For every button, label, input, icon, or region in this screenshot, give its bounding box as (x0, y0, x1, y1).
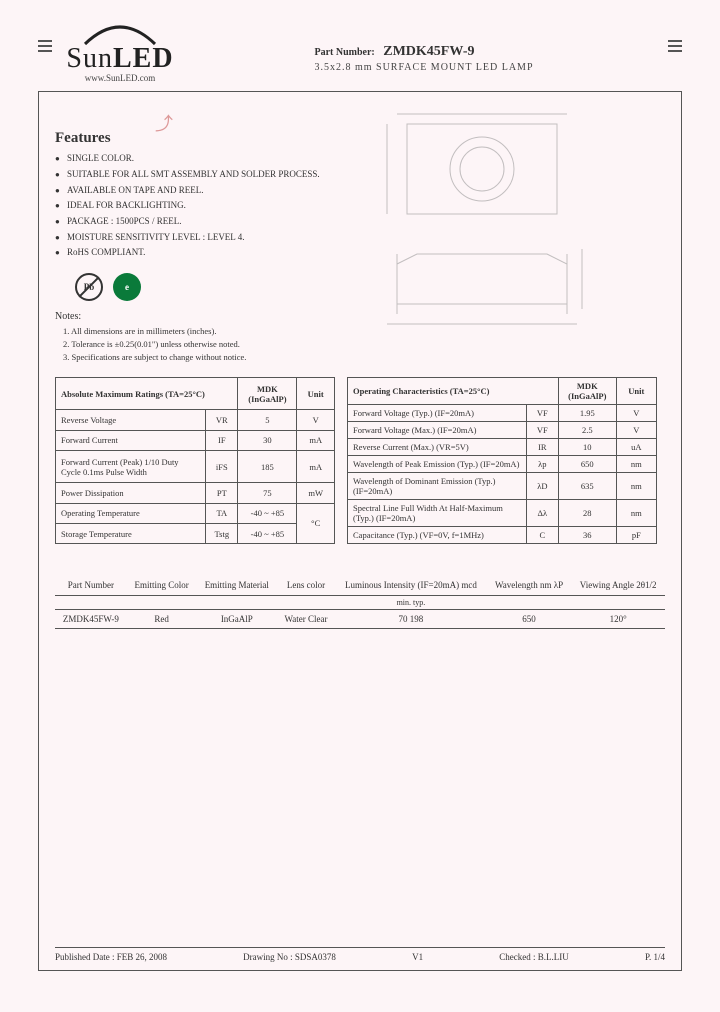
dimension-diagram (347, 104, 607, 364)
table-row: Reverse VoltageVR5V (56, 410, 335, 430)
data-cell: 650 (487, 609, 572, 628)
note-item: 2. Tolerance is ±0.25(0.01") unless othe… (63, 338, 335, 351)
op-col2: MDK (InGaAlP) (558, 378, 616, 405)
footer: Published Date : FEB 26, 2008 Drawing No… (55, 947, 665, 962)
page-header: SunLED www.SunLED.com Part Number: ZMDK4… (38, 22, 682, 83)
sub-header (127, 595, 197, 609)
pub-date: Published Date : FEB 26, 2008 (55, 952, 167, 962)
col-header: Wavelength nm λP (487, 576, 572, 595)
sub-header: min. typ. (335, 595, 487, 609)
part-number: ZMDK45FW-9 (383, 44, 474, 59)
cert-icons: Pb e (75, 273, 335, 301)
features-title: Features (55, 130, 335, 147)
notes-list: 1. All dimensions are in millimeters (in… (55, 325, 335, 363)
version: V1 (412, 952, 423, 962)
col-header: Viewing Angle 2θ1/2 (571, 576, 665, 595)
note-item: 3. Specifications are subject to change … (63, 351, 335, 364)
feature-item: PACKAGE : 1500PCS / REEL. (55, 216, 335, 228)
menu-icon[interactable] (38, 40, 52, 52)
header-left: SunLED www.SunLED.com (38, 22, 180, 83)
subtitle: 3.5x2.8 mm SURFACE MOUNT LED LAMP (314, 62, 533, 73)
sub-header (55, 595, 127, 609)
feature-item: SUITABLE FOR ALL SMT ASSEMBLY AND SOLDER… (55, 169, 335, 181)
table-row: Reverse Current (Max.) (VR=5V)IR10uA (348, 439, 657, 456)
checked-by: Checked : B.L.LIU (499, 952, 568, 962)
top-section: ⤴ Features SINGLE COLOR. SUITABLE FOR ALL… (55, 104, 665, 367)
op-title: Operating Characteristics (TA=25°C) (348, 378, 559, 405)
data-cell: InGaAlP (197, 609, 277, 628)
sub-header (487, 595, 572, 609)
col-header: Luminous Intensity (IF=20mA) mcd (335, 576, 487, 595)
pdf-icon: ⤴ (155, 114, 173, 134)
op-char-table: Operating Characteristics (TA=25°C) MDK … (347, 377, 657, 544)
logo-url: www.SunLED.com (60, 73, 180, 83)
sub-header (277, 595, 335, 609)
spec-tables: Absolute Maximum Ratings (TA=25°C) MDK (… (55, 377, 665, 544)
feature-item: SINGLE COLOR. (55, 153, 335, 165)
table-row: Power DissipationPT75mW (56, 483, 335, 503)
data-cell: 70 198 (335, 609, 487, 628)
col-header: Part Number (55, 576, 127, 595)
table-row: Spectral Line Full Width At Half-Maximum… (348, 500, 657, 527)
feature-item: MOISTURE SENSITIVITY LEVEL : LEVEL 4. (55, 232, 335, 244)
feature-item: AVAILABLE ON TAPE AND REEL. (55, 185, 335, 197)
part-line: Part Number: ZMDK45FW-9 (314, 44, 533, 60)
main-content: ⤴ Features SINGLE COLOR. SUITABLE FOR ALL… (38, 91, 682, 971)
feature-item: IDEAL FOR BACKLIGHTING. (55, 200, 335, 212)
note-item: 1. All dimensions are in millimeters (in… (63, 325, 335, 338)
sub-header (571, 595, 665, 609)
mechanical-drawing (347, 104, 665, 367)
sub-header (197, 595, 277, 609)
col-header: Emitting Color (127, 576, 197, 595)
logo: SunLED www.SunLED.com (60, 22, 180, 83)
logo-text: SunLED (60, 46, 180, 71)
rohs-icon: e (113, 273, 141, 301)
col-header: Emitting Material (197, 576, 277, 595)
op-col3: Unit (616, 378, 656, 405)
part-label: Part Number: (314, 47, 374, 58)
data-cell: ZMDK45FW-9 (55, 609, 127, 628)
menu-icon-right[interactable] (668, 40, 682, 52)
abs-max-table: Absolute Maximum Ratings (TA=25°C) MDK (… (55, 377, 335, 544)
pb-free-icon: Pb (75, 273, 103, 301)
abs-col2: MDK (InGaAlP) (238, 378, 297, 410)
data-cell: Water Clear (277, 609, 335, 628)
product-table: Part NumberEmitting ColorEmitting Materi… (55, 576, 665, 631)
features-list: SINGLE COLOR. SUITABLE FOR ALL SMT ASSEMB… (55, 153, 335, 259)
feature-item: RoHS COMPLIANT. (55, 247, 335, 259)
data-cell: Red (127, 609, 197, 628)
notes-title: Notes: (55, 311, 335, 322)
table-row: Storage TemperatureTstg-40 ~ +85 (56, 523, 335, 543)
features-column: ⤴ Features SINGLE COLOR. SUITABLE FOR ALL… (55, 104, 335, 367)
table-row: Forward CurrentIF30mA (56, 430, 335, 450)
data-cell: 120° (571, 609, 665, 628)
header-right: Part Number: ZMDK45FW-9 3.5x2.8 mm SURFA… (314, 44, 533, 73)
table-row: Forward Voltage (Typ.) (IF=20mA)VF1.95V (348, 405, 657, 422)
drawing-no: Drawing No : SDSA0378 (243, 952, 336, 962)
col-header: Lens color (277, 576, 335, 595)
logo-arc (60, 22, 180, 46)
abs-max-title: Absolute Maximum Ratings (TA=25°C) (56, 378, 238, 410)
table-row: Wavelength of Dominant Emission (Typ.) (… (348, 473, 657, 500)
table-row: Wavelength of Peak Emission (Typ.) (IF=2… (348, 456, 657, 473)
table-row: Forward Voltage (Max.) (IF=20mA)VF2.5V (348, 422, 657, 439)
table-row: Capacitance (Typ.) (VF=0V, f=1MHz)C36pF (348, 527, 657, 544)
table-row: Operating TemperatureTA-40 ~ +85°C (56, 503, 335, 523)
table-row: Forward Current (Peak) 1/10 Duty Cycle 0… (56, 451, 335, 483)
abs-col3: Unit (297, 378, 335, 410)
page-no: P. 1/4 (645, 952, 665, 962)
